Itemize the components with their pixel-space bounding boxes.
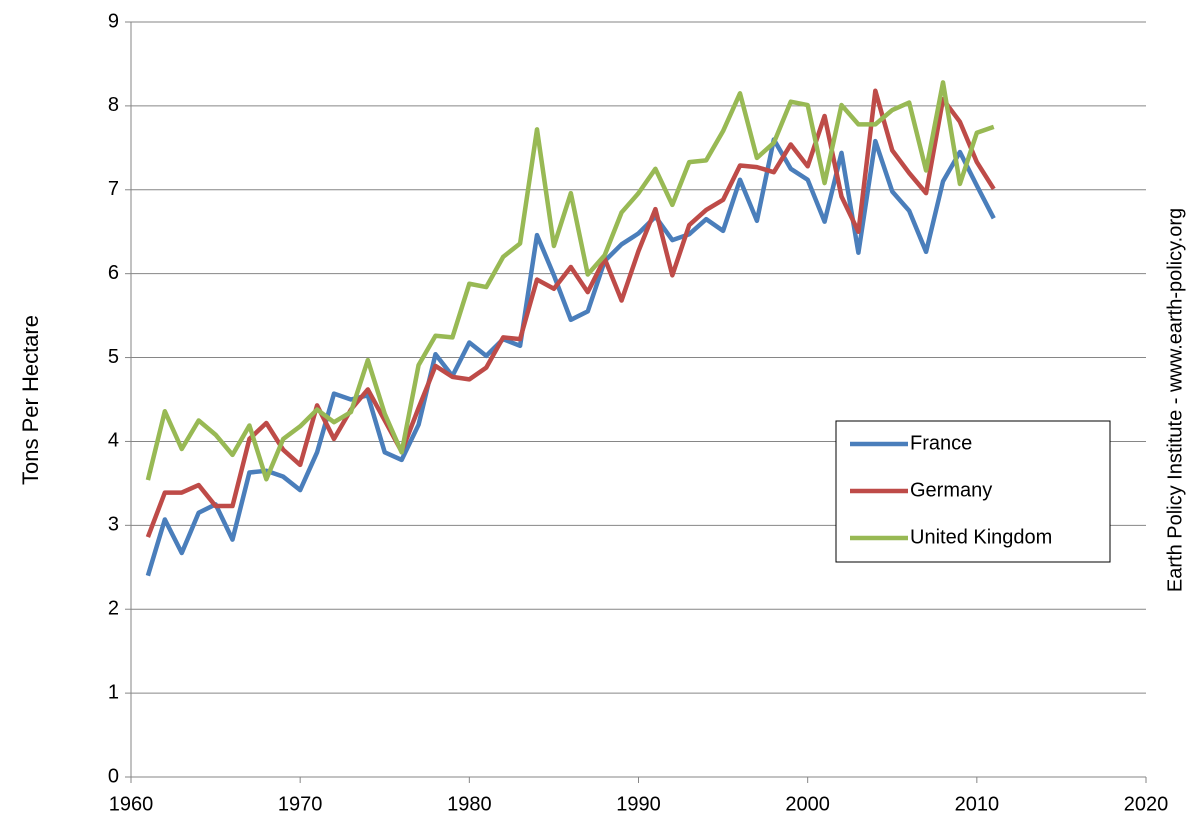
x-tick-label: 1970 xyxy=(278,793,323,815)
y-axis-label: Tons Per Hectare xyxy=(18,315,43,485)
y-tick-label: 1 xyxy=(108,681,119,703)
x-tick-label: 1990 xyxy=(616,793,661,815)
x-tick-label: 2010 xyxy=(955,793,1000,815)
y-tick-label: 5 xyxy=(108,346,119,368)
y-tick-label: 7 xyxy=(108,178,119,200)
x-tick-label: 2000 xyxy=(785,793,830,815)
y-tick-label: 9 xyxy=(108,10,119,32)
series-line xyxy=(145,88,996,538)
x-tick-label: 1980 xyxy=(447,793,492,815)
x-tick-label: 2020 xyxy=(1124,793,1169,815)
legend-label: Germany xyxy=(910,479,992,501)
y-tick-label: 2 xyxy=(108,598,119,620)
y-tick-label: 3 xyxy=(108,514,119,536)
y-tick-label: 4 xyxy=(108,430,119,452)
y-tick-label: 0 xyxy=(108,765,119,787)
legend-label: United Kingdom xyxy=(910,526,1052,548)
y-tick-label: 8 xyxy=(108,94,119,116)
source-note: Earth Policy Institute - www.earth-polic… xyxy=(1164,208,1186,592)
x-tick-label: 1960 xyxy=(109,793,154,815)
legend-label: France xyxy=(910,432,972,454)
y-tick-label: 6 xyxy=(108,262,119,284)
series-line xyxy=(145,80,995,482)
